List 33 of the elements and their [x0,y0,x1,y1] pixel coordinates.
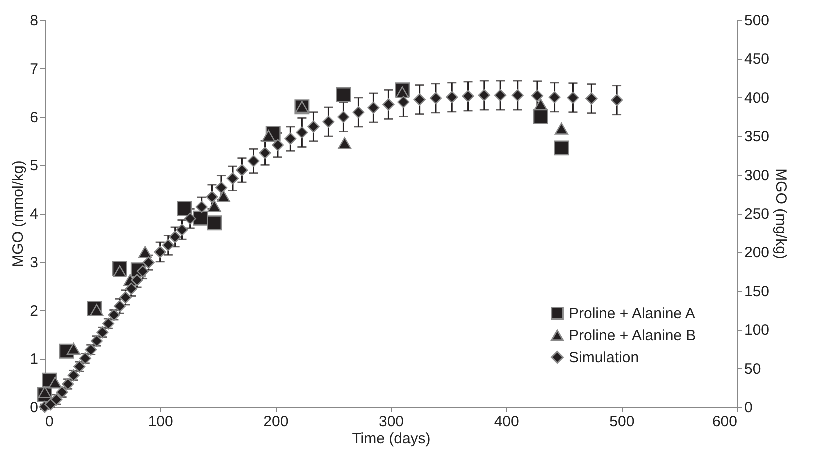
y-tick-label: 7 [30,60,38,78]
x-tick-label: 600 [712,414,738,430]
y2-axis-title: MGO (mg/kg) [772,168,790,260]
legend-label: Simulation [569,350,640,366]
y2-tick-label: 50 [744,360,762,378]
y2-tick-label: 150 [744,283,770,300]
y-tick-label: 0 [30,400,38,416]
x-tick-label: 400 [494,414,520,430]
y2-tick-label: 0 [744,400,753,416]
y-tick-label: 6 [30,109,38,126]
y-tick-label: 3 [30,254,38,272]
y2-tick-label: 300 [744,167,770,184]
y2-tick-label: 200 [744,244,770,262]
y-axis-title: MGO (mmol/kg) [10,160,28,268]
y2-tick-label: 100 [744,322,770,340]
x-tick-label: 0 [46,414,54,430]
x-tick-label: 300 [378,414,404,430]
y-tick-label: 5 [30,158,38,175]
legend-label: Proline + Alanine A [569,306,696,322]
y2-tick-label: 500 [744,12,770,30]
legend-label: Proline + Alanine B [569,328,696,344]
y-tick-label: 1 [30,351,38,368]
y-tick-label: 4 [30,206,38,223]
y2-tick-label: 250 [744,206,770,223]
x-axis-title: Time (days) [352,430,431,448]
y-tick-label: 2 [30,302,38,320]
y2-tick-label: 450 [744,51,770,68]
y2-tick-label: 400 [744,90,770,107]
y2-tick-label: 350 [744,128,770,146]
x-tick-label: 100 [148,414,174,430]
y-tick-label: 8 [30,12,38,30]
x-tick-label: 500 [610,414,635,430]
x-tick-label: 200 [264,414,289,430]
